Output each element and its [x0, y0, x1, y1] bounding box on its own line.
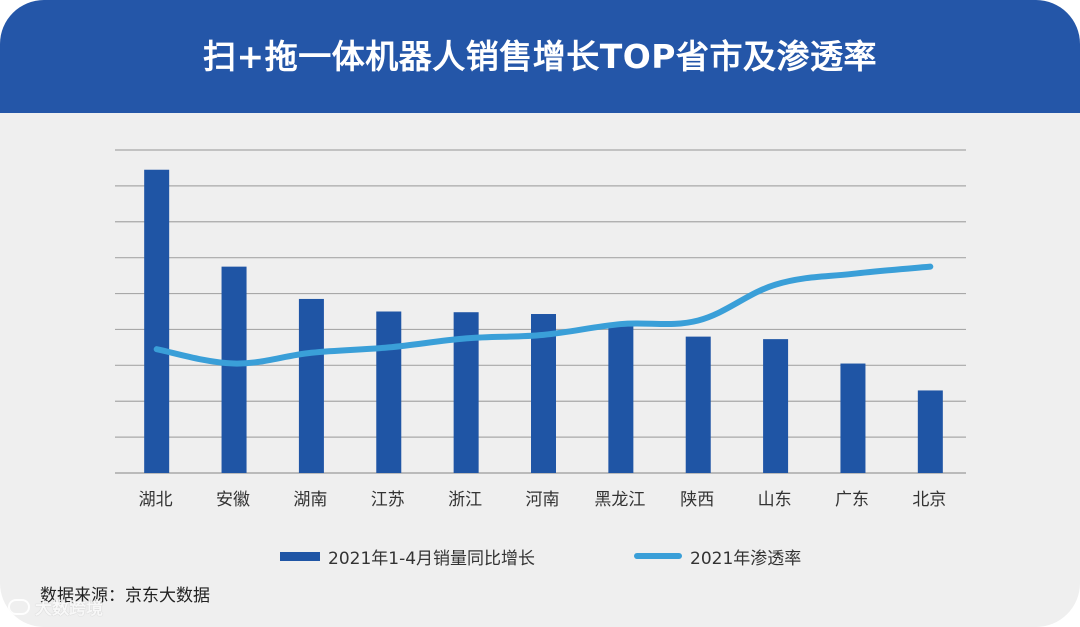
x-tick-label: 湖南	[293, 490, 327, 510]
legend-bar-swatch	[280, 551, 320, 561]
x-tick-label: 江苏	[371, 490, 405, 510]
x-tick-label: 陕西	[680, 490, 714, 510]
watermark-logo-icon	[8, 598, 30, 615]
bar-黑龙江	[608, 325, 634, 473]
bar-北京	[917, 390, 943, 473]
line-series	[153, 263, 934, 367]
x-tick-label: 山东	[758, 490, 792, 510]
x-tick-label: 广东	[835, 490, 869, 510]
data-source-note: 数据来源：京东大数据	[40, 586, 210, 606]
x-tick-label: 湖北	[139, 490, 173, 510]
legend-bar-label: 2021年1-4月销量同比增长	[328, 548, 536, 569]
watermark-text: 大数跨境	[35, 599, 103, 619]
x-axis-labels: 湖北 安徽 湖南 江苏 浙江 河南 黑龙江 陕西 山东 广东 北京	[139, 490, 947, 510]
bar-湖南	[298, 298, 324, 473]
x-tick-label: 浙江	[448, 490, 482, 510]
bar-河南	[531, 314, 556, 473]
legend-item-bar: 2021年1-4月销量同比增长	[280, 544, 536, 569]
legend-line-swatch	[634, 553, 682, 559]
bar-series	[144, 169, 943, 473]
bar-湖北	[144, 169, 170, 473]
x-tick-label: 黑龙江	[594, 490, 645, 510]
x-tick-label: 河南	[526, 490, 560, 510]
bar-广东	[840, 363, 866, 473]
title-banner: 扫+拖一体机器人销售增长TOP省市及渗透率	[0, 0, 1080, 113]
x-tick-label: 安徽	[216, 490, 250, 510]
x-tick-label: 北京	[912, 490, 946, 510]
chart-title: 扫+拖一体机器人销售增长TOP省市及渗透率	[203, 36, 877, 76]
legend-line-label: 2021年渗透率	[690, 548, 802, 569]
legend-item-line: 2021年渗透率	[634, 544, 802, 569]
watermark: 大数跨境	[8, 594, 103, 619]
bar-山东	[763, 339, 789, 473]
bar-安徽	[221, 266, 247, 473]
bar-陕西	[685, 336, 711, 473]
bar-江苏	[376, 311, 402, 473]
